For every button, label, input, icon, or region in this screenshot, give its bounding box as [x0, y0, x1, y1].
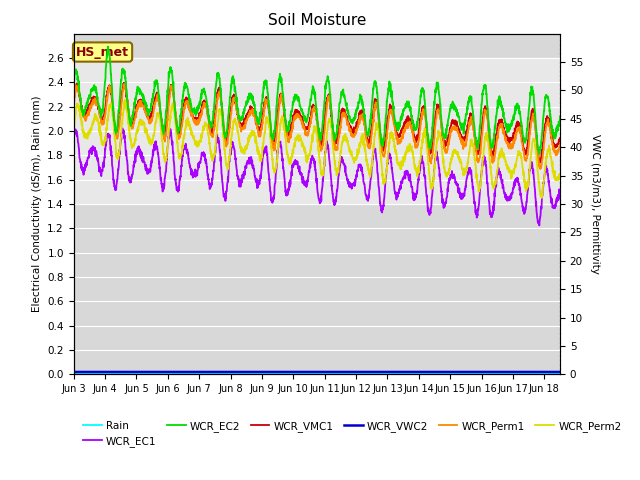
WCR_EC1 — [536, 223, 543, 228]
WCR_VMC1 — [453, 123, 461, 129]
WCR_Perm2 — [543, 154, 550, 159]
Line: WCR_EC1: WCR_EC1 — [74, 129, 560, 226]
WCR_Perm1 — [120, 81, 128, 87]
WCR_Perm2 — [95, 120, 102, 126]
Y-axis label: Electrical Conductivity (dS/m), Rain (mm): Electrical Conductivity (dS/m), Rain (mm… — [32, 96, 42, 312]
Rain — [70, 370, 77, 376]
WCR_VMC1 — [556, 135, 564, 141]
WCR_Perm1 — [95, 104, 102, 109]
Rain — [293, 370, 301, 376]
Title: Soil Moisture: Soil Moisture — [268, 13, 366, 28]
WCR_Perm2 — [121, 97, 129, 103]
Rain — [542, 370, 550, 376]
Rain — [452, 370, 460, 376]
WCR_Perm1 — [542, 124, 550, 130]
WCR_VWC2 — [293, 369, 301, 375]
WCR_EC2 — [542, 92, 550, 97]
Text: HS_met: HS_met — [76, 46, 129, 59]
Rain — [556, 370, 564, 376]
WCR_VMC1 — [307, 115, 314, 120]
WCR_VMC1 — [536, 160, 544, 166]
WCR_Perm1 — [536, 166, 544, 172]
WCR_EC1 — [95, 159, 102, 165]
WCR_VWC2 — [542, 369, 550, 375]
WCR_Perm2 — [307, 147, 314, 153]
WCR_EC2 — [453, 107, 461, 112]
WCR_EC1 — [453, 181, 461, 187]
WCR_EC1 — [118, 126, 126, 132]
Bar — [74, 58, 560, 204]
WCR_EC1 — [70, 137, 77, 143]
WCR_VMC1 — [70, 96, 77, 101]
WCR_EC1 — [294, 159, 301, 165]
Rain — [542, 370, 550, 376]
WCR_Perm1 — [294, 114, 301, 120]
Line: WCR_Perm1: WCR_Perm1 — [74, 84, 560, 169]
WCR_Perm1 — [556, 142, 564, 147]
Legend: Rain, WCR_EC1, WCR_EC2, WCR_VMC1, WCR_VWC2, WCR_Perm1, WCR_Perm2: Rain, WCR_EC1, WCR_EC2, WCR_VMC1, WCR_VW… — [79, 417, 626, 451]
WCR_EC2 — [70, 81, 77, 87]
Line: WCR_VMC1: WCR_VMC1 — [74, 83, 560, 163]
WCR_EC2 — [536, 151, 543, 157]
Rain — [307, 370, 314, 376]
WCR_Perm2 — [542, 155, 550, 160]
WCR_EC1 — [542, 162, 550, 168]
WCR_VMC1 — [543, 116, 550, 122]
WCR_EC2 — [95, 100, 102, 106]
WCR_VMC1 — [294, 109, 301, 115]
WCR_EC1 — [543, 169, 550, 175]
Y-axis label: VWC (m3/m3), Permittivity: VWC (m3/m3), Permittivity — [589, 134, 600, 274]
WCR_Perm2 — [453, 150, 461, 156]
Line: WCR_EC2: WCR_EC2 — [74, 47, 560, 154]
WCR_VMC1 — [95, 107, 102, 112]
WCR_Perm1 — [70, 105, 77, 110]
WCR_EC1 — [307, 165, 314, 170]
WCR_Perm2 — [556, 171, 564, 177]
WCR_Perm2 — [70, 128, 77, 133]
WCR_VMC1 — [120, 80, 128, 86]
WCR_Perm1 — [543, 121, 550, 127]
WCR_EC2 — [307, 96, 314, 102]
WCR_VWC2 — [307, 369, 314, 375]
WCR_EC2 — [543, 93, 550, 98]
WCR_VWC2 — [95, 369, 102, 375]
WCR_Perm1 — [453, 124, 461, 130]
WCR_EC2 — [556, 114, 564, 120]
WCR_VWC2 — [542, 369, 550, 375]
WCR_Perm2 — [538, 195, 545, 201]
WCR_VWC2 — [452, 369, 460, 375]
WCR_Perm1 — [307, 120, 314, 126]
WCR_EC1 — [556, 187, 564, 193]
Line: WCR_Perm2: WCR_Perm2 — [74, 100, 560, 198]
WCR_Perm2 — [294, 133, 301, 139]
Rain — [95, 370, 102, 376]
WCR_VWC2 — [70, 369, 77, 375]
WCR_EC2 — [104, 44, 112, 49]
WCR_VMC1 — [542, 116, 550, 121]
WCR_VWC2 — [556, 369, 564, 375]
WCR_EC2 — [294, 96, 301, 102]
